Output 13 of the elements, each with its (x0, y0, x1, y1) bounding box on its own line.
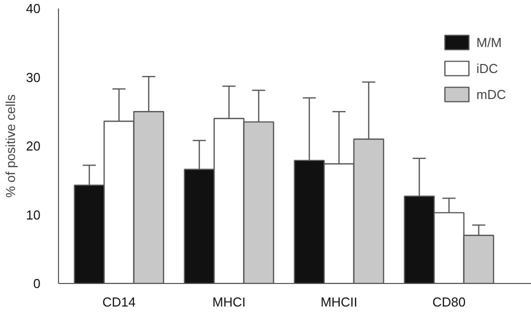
legend-label: M/M (476, 34, 502, 50)
y-tick-label: 20 (26, 138, 41, 154)
x-tick-label: CD14 (102, 294, 136, 310)
y-tick-label: 40 (26, 1, 41, 16)
x-tick-label: MHCI (212, 294, 246, 310)
x-tick-label: MHCII (320, 294, 358, 310)
y-tick-label: 10 (26, 207, 41, 222)
y-tick-label: 0 (33, 276, 41, 291)
y-axis-title: % of positive cells (3, 94, 18, 198)
x-tick-label: CD80 (432, 294, 466, 310)
y-tick-label: 30 (26, 70, 41, 85)
legend-label: mDC (476, 86, 506, 102)
legend-label: iDC (476, 60, 498, 76)
